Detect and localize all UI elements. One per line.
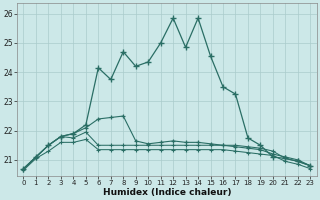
X-axis label: Humidex (Indice chaleur): Humidex (Indice chaleur) [103,188,231,197]
